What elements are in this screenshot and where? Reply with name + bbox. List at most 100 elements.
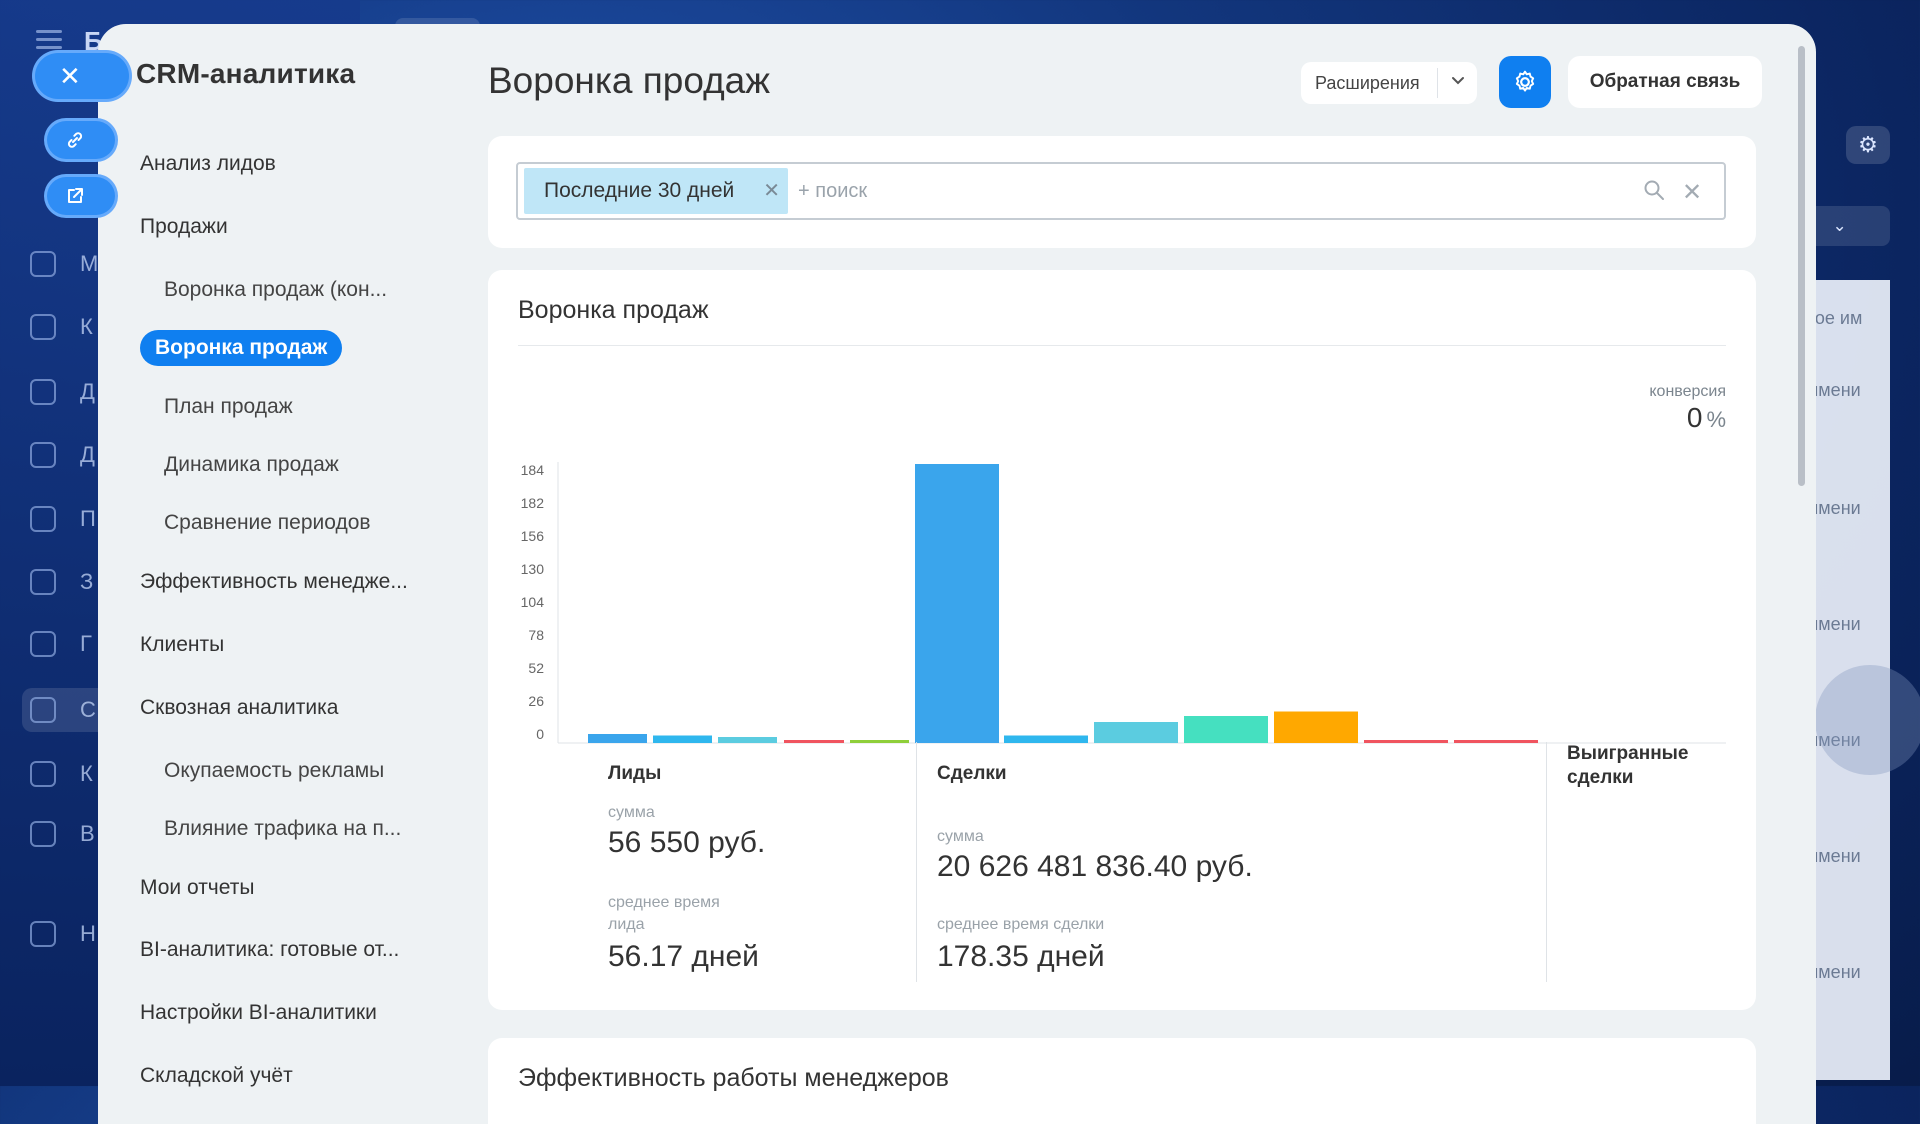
funnel-icon: [30, 697, 56, 723]
task-icon: [30, 569, 56, 595]
background-nav-item: Г: [30, 622, 290, 666]
background-nav-item: К: [30, 305, 290, 349]
filter-chip[interactable]: Последние 30 дней ✕: [524, 168, 788, 214]
open-new-window-button[interactable]: [44, 174, 118, 218]
sidebar-title: CRM-аналитика: [136, 58, 356, 89]
conversion-unit: %: [1706, 407, 1726, 432]
funnel-bar[interactable]: [1004, 735, 1088, 744]
leads-title: Лиды: [608, 763, 662, 784]
sidebar-item[interactable]: Мои отчеты: [140, 876, 255, 899]
funnel-bar[interactable]: [1094, 722, 1178, 743]
extensions-label: Расширения: [1315, 72, 1420, 93]
feedback-button[interactable]: Обратная связь: [1568, 56, 1762, 108]
background-nav-item: Д: [30, 433, 290, 477]
deals-stats: Сделки сумма 20 626 481 836.40 руб. сред…: [916, 742, 1547, 982]
funnel-bar[interactable]: [718, 737, 777, 743]
y-tick-label: 182: [521, 495, 545, 511]
sidebar-item[interactable]: Продажи: [140, 215, 228, 238]
funnel-bar[interactable]: [1364, 740, 1448, 743]
deals-sum-value: 20 626 481 836.40 руб.: [937, 850, 1253, 883]
y-tick-label: 184: [521, 462, 545, 478]
funnel-bar[interactable]: [653, 735, 712, 744]
clear-search-icon[interactable]: ✕: [1682, 179, 1703, 206]
sidebar-item[interactable]: Динамика продаж: [164, 453, 339, 476]
search-icon[interactable]: [1642, 178, 1666, 202]
gear-icon: [1515, 70, 1535, 92]
background-nav-label: К: [80, 761, 93, 786]
background-nav-label: Д: [80, 379, 95, 404]
sidebar-item[interactable]: Анализ лидов: [140, 152, 276, 175]
sidebar-item[interactable]: Воронка продаж (кон...: [164, 278, 388, 301]
conversion-value: 0%: [1638, 402, 1726, 434]
deals-title: Сделки: [937, 763, 1007, 784]
close-slider-button[interactable]: ✕: [32, 50, 132, 102]
funnel-bar-chart: 184 182 156 130 104 78 52 26 0: [521, 462, 1726, 744]
sidebar-item[interactable]: Сквозная аналитика: [140, 696, 339, 719]
background-nav-label: М: [80, 251, 99, 276]
background-nav-label: П: [80, 506, 96, 531]
funnel-bar[interactable]: [1184, 716, 1268, 743]
background-nav-item: Н: [30, 912, 290, 956]
sidebar-item[interactable]: Клиенты: [140, 633, 225, 656]
funnel-bar[interactable]: [1274, 711, 1358, 744]
group-icon: [30, 631, 56, 657]
y-tick-label: 156: [521, 528, 545, 544]
scrollbar[interactable]: [1798, 46, 1805, 486]
background-nav-item: B: [30, 812, 290, 856]
search-input[interactable]: + поиск: [798, 180, 868, 202]
leads-avg-label-2: лида: [608, 916, 645, 933]
sidebar-item[interactable]: Складской учёт: [140, 1064, 293, 1087]
conversion-label: конверсия: [1649, 383, 1726, 400]
divider: [518, 345, 1726, 346]
background-nav-item: П: [30, 497, 290, 541]
settings-button[interactable]: [1499, 56, 1551, 108]
sidebar-item[interactable]: Эффективность менедже...: [140, 570, 408, 593]
funnel-bar[interactable]: [915, 464, 999, 743]
background-nav-label: З: [80, 569, 94, 594]
sidebar-item[interactable]: BI-аналитика: готовые от...: [140, 938, 400, 961]
drive-icon: [30, 442, 56, 468]
funnel-bar[interactable]: [784, 740, 844, 743]
filter-search-box[interactable]: Последние 30 дней ✕ + поиск ✕: [516, 162, 1726, 220]
sidebar-item[interactable]: Сравнение периодов: [164, 511, 371, 534]
chevron-down-icon[interactable]: [1449, 71, 1467, 89]
extensions-dropdown[interactable]: Расширения: [1301, 62, 1477, 104]
background-nav-label: Н: [80, 921, 96, 946]
chip-remove-icon[interactable]: ✕: [763, 180, 780, 202]
sidebar-item[interactable]: Влияние трафика на п...: [164, 817, 402, 840]
mail-icon: [30, 506, 56, 532]
funnel-bar[interactable]: [850, 740, 909, 743]
link-icon: [67, 132, 83, 148]
funnel-card-title: Воронка продаж: [518, 296, 709, 324]
y-tick-label: 26: [528, 693, 544, 709]
sidebar-item[interactable]: Настройки BI-аналитики: [140, 1001, 377, 1024]
won-deals-title: Выигранные: [1567, 743, 1689, 764]
background-nav-label: К: [80, 314, 93, 339]
managers-effectiveness-card: Эффективность работы менеджеров: [488, 1038, 1756, 1124]
sidebar-item[interactable]: Воронка продаж: [140, 330, 343, 366]
document-icon: [30, 379, 56, 405]
funnel-card: Воронка продаж конверсия 0% 184 182 156 130…: [488, 270, 1756, 1010]
page-title: Воронка продаж: [488, 60, 770, 101]
background-nav-item: М: [30, 242, 290, 286]
background-nav-label: B: [80, 821, 95, 846]
analytics-icon: [30, 821, 56, 847]
won-deals-title-2: сделки: [1567, 767, 1634, 788]
copy-link-button[interactable]: [44, 118, 118, 162]
crm-analytics-slider: CRM-аналитика Анализ лидов Продажи Воронка…: [98, 24, 1816, 1124]
leads-avg-value: 56.17 дней: [608, 940, 759, 973]
menu-icon: [36, 30, 62, 49]
background-nav-label: Г: [80, 631, 92, 656]
funnel-bar[interactable]: [1454, 740, 1538, 743]
effectiveness-title: Эффективность работы менеджеров: [518, 1064, 949, 1092]
sidebar-item[interactable]: План продаж: [164, 395, 293, 418]
y-tick-label: 130: [521, 561, 545, 577]
funnel-bar[interactable]: [588, 734, 647, 743]
leads-stats: Лиды сумма 56 550 руб. среднее время лид…: [588, 742, 916, 982]
sidebar-item[interactable]: Окупаемость рекламы: [164, 759, 385, 782]
close-icon: ✕: [59, 60, 81, 91]
leads-avg-label: среднее время: [608, 894, 720, 911]
background-gear-icon: ⚙: [1846, 126, 1890, 164]
sign-icon: [30, 761, 56, 787]
leads-sum-label: сумма: [608, 804, 655, 821]
